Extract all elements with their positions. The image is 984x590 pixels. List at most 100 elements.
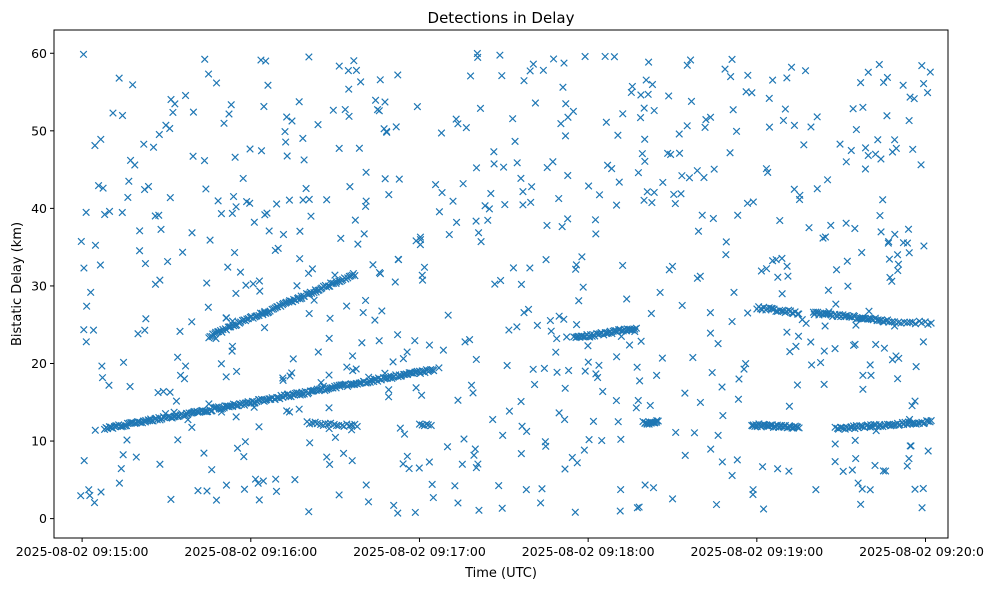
clutter-point [743, 309, 752, 317]
clutter-point [475, 506, 483, 515]
clutter-point [905, 249, 913, 257]
clutter-point [650, 106, 658, 115]
clutter-point [633, 504, 642, 512]
clutter-point [305, 309, 313, 318]
track-5-point [764, 422, 772, 430]
track-5-point [795, 424, 803, 432]
clutter-point [884, 239, 893, 247]
clutter-point [178, 248, 187, 256]
clutter-point [899, 81, 907, 89]
clutter-point [134, 329, 142, 338]
clutter-point [99, 184, 107, 192]
clutter-point [910, 94, 918, 103]
clutter-point [517, 397, 525, 406]
clutter-point [281, 138, 290, 146]
clutter-point [474, 229, 483, 237]
clutter-point [793, 381, 802, 389]
clutter-point [640, 135, 649, 143]
clutter-point [265, 227, 273, 235]
clutter-point [415, 464, 424, 472]
clutter-point [706, 308, 715, 317]
clutter-point [272, 200, 281, 208]
clutter-point [890, 322, 899, 330]
clutter-point [505, 407, 514, 415]
clutter-point [255, 496, 264, 504]
clutter-point [559, 83, 567, 91]
clutter-point [395, 175, 404, 183]
x-tick-label: 2025-08-02 09:15:00 [16, 544, 149, 559]
clutter-point [314, 120, 322, 129]
clutter-point [636, 113, 645, 122]
clutter-point [466, 72, 475, 80]
clutter-point [240, 485, 249, 493]
clutter-point [719, 411, 727, 420]
clutter-point [526, 198, 535, 207]
clutter-point [693, 166, 702, 175]
clutter-point [394, 71, 402, 79]
clutter-point [203, 279, 211, 287]
clutter-point [893, 374, 902, 383]
clutter-point [561, 384, 569, 393]
clutter-point [131, 161, 139, 169]
clutter-point [794, 332, 803, 340]
clutter-point [562, 100, 570, 108]
clutter-point [632, 404, 641, 412]
clutter-point [298, 294, 306, 303]
clutter-point [326, 314, 334, 323]
clutter-point [533, 321, 542, 330]
clutter-point [272, 487, 281, 496]
clutter-point [681, 389, 689, 397]
clutter-point [819, 234, 827, 242]
clutter-point [361, 202, 370, 211]
clutter-point [700, 173, 708, 182]
clutter-point [649, 483, 658, 492]
clutter-point [903, 462, 911, 470]
clutter-point [612, 353, 621, 361]
clutter-point [429, 493, 438, 502]
clutter-point [240, 452, 248, 461]
clutter-point [97, 135, 105, 144]
clutter-point [861, 144, 870, 152]
clutter-point [831, 457, 839, 466]
track-11-point [424, 421, 433, 429]
clutter-point [80, 325, 88, 334]
clutter-point [82, 338, 90, 346]
plot-area [53, 29, 949, 539]
clutter-point [919, 484, 928, 493]
clutter-point [317, 378, 325, 387]
x-tick-label: 2025-08-02 09:19:00 [690, 544, 823, 559]
clutter-point [542, 255, 550, 264]
clutter-point [109, 109, 117, 117]
clutter-point [360, 230, 368, 238]
clutter-point [564, 366, 573, 375]
clutter-point [540, 364, 549, 373]
clutter-point [511, 137, 519, 146]
clutter-point [526, 264, 534, 272]
x-tick-label: 2025-08-02 09:18:00 [522, 544, 655, 559]
clutter-point [648, 80, 657, 89]
clutter-point [79, 50, 88, 59]
clutter-point [554, 194, 563, 203]
clutter-point [132, 453, 141, 461]
clutter-point [169, 108, 177, 117]
clutter-point [744, 71, 752, 80]
clutter-point [159, 387, 168, 396]
clutter-point [161, 409, 170, 418]
clutter-point [871, 461, 879, 470]
clutter-point [289, 355, 297, 363]
clutter-point [349, 366, 357, 375]
clutter-point [825, 308, 833, 316]
clutter-point [257, 147, 266, 155]
clutter-point [820, 380, 828, 389]
clutter-point [325, 424, 333, 433]
clutter-point [648, 198, 656, 207]
clutter-point [857, 248, 866, 257]
clutter-point [86, 491, 94, 500]
clutter-point [364, 498, 373, 506]
clutter-point [201, 55, 209, 63]
clutter-point [291, 475, 299, 484]
clutter-point [503, 361, 511, 370]
clutter-point [686, 56, 695, 64]
clutter-point [307, 212, 315, 220]
clutter-point [394, 509, 402, 517]
